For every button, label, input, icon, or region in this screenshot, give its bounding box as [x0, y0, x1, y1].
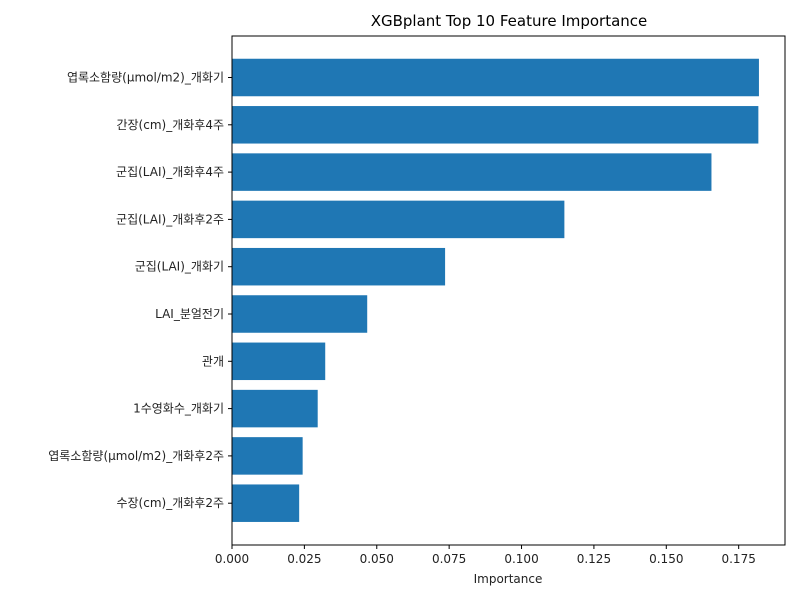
bar — [232, 106, 759, 144]
y-tick-label: 간장(cm)_개화후4주 — [116, 118, 224, 132]
bars-group — [232, 58, 759, 522]
bar — [232, 58, 759, 97]
bar — [232, 247, 446, 286]
x-tick-label: 0.100 — [504, 552, 538, 566]
x-tick-label: 0.150 — [649, 552, 683, 566]
y-ticks-group: 엽록소함량(μmol/m2)_개화기간장(cm)_개화후4주군집(LAI)_개화… — [48, 71, 232, 510]
x-axis-label: Importance — [474, 572, 543, 586]
chart-title: XGBplant Top 10 Feature Importance — [371, 12, 648, 30]
y-tick-label: 군집(LAI)_개화후2주 — [116, 212, 224, 226]
bar — [232, 295, 368, 333]
bar — [232, 342, 326, 381]
y-tick-label: 군집(LAI)_개화기 — [135, 260, 224, 274]
y-tick-label: 관개 — [202, 354, 224, 368]
y-tick-label: 엽록소함량(μmol/m2)_개화후2주 — [48, 449, 224, 463]
x-tick-label: 0.025 — [287, 552, 321, 566]
y-tick-label: 수장(cm)_개화후2주 — [116, 496, 224, 510]
bar — [232, 437, 303, 475]
y-tick-label: 엽록소함량(μmol/m2)_개화기 — [67, 71, 224, 85]
y-tick-label: 1수영화수_개화기 — [133, 402, 224, 416]
bar — [232, 200, 565, 239]
x-tick-label: 0.125 — [577, 552, 611, 566]
y-tick-label: LAI_분얼전기 — [155, 307, 224, 321]
y-tick-label: 군집(LAI)_개화후4주 — [116, 165, 224, 179]
bar — [232, 484, 300, 522]
x-tick-label: 0.000 — [215, 552, 249, 566]
x-ticks-group: 0.000 0.025 0.050 0.075 0.100 0.125 0.150 0.175 — [215, 545, 756, 566]
bar — [232, 153, 712, 191]
plot-frame — [231, 35, 786, 546]
x-tick-label: 0.175 — [721, 552, 755, 566]
x-tick-label: 0.075 — [432, 552, 466, 566]
bar — [232, 389, 318, 428]
x-tick-label: 0.050 — [360, 552, 394, 566]
